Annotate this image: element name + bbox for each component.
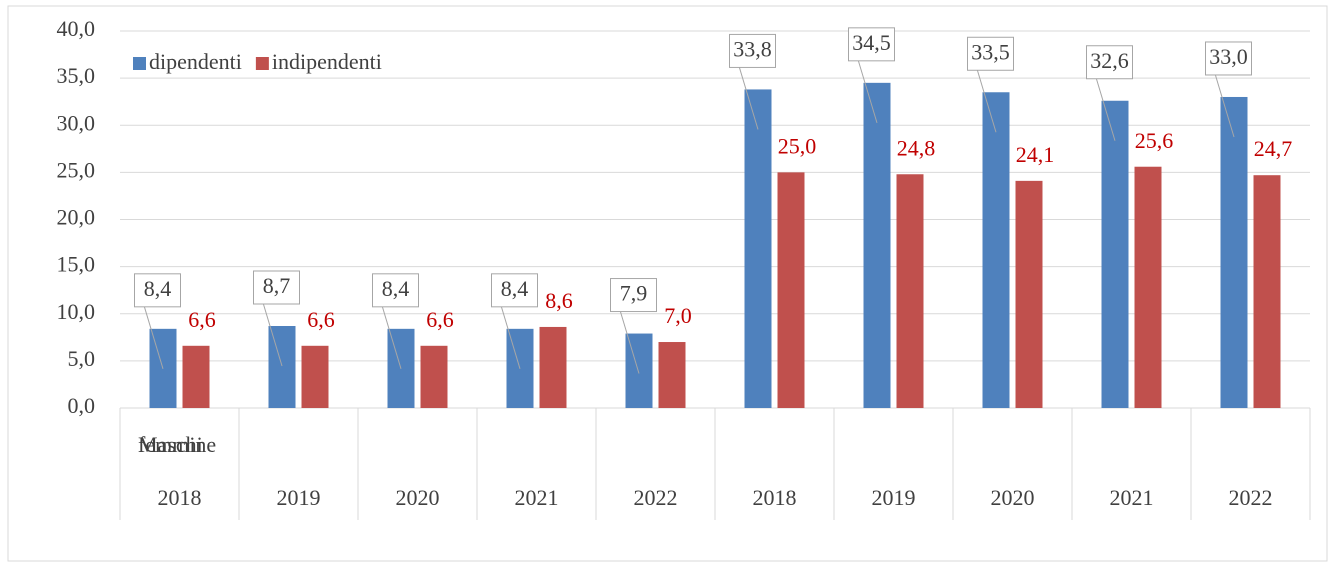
legend-label: dipendenti bbox=[149, 49, 242, 74]
bar bbox=[777, 172, 805, 408]
data-label: 6,6 bbox=[426, 307, 454, 332]
x-tick-label: 2019 bbox=[872, 485, 916, 510]
data-label: 25,6 bbox=[1135, 128, 1174, 153]
data-label-box bbox=[1205, 41, 1252, 76]
group-label: Maschi bbox=[138, 432, 203, 457]
data-label: 24,7 bbox=[1254, 136, 1293, 161]
bar bbox=[1015, 180, 1043, 408]
x-tick-label: 2021 bbox=[1110, 485, 1154, 510]
data-label: 8,4 bbox=[501, 276, 529, 301]
y-tick-label: 30,0 bbox=[57, 110, 96, 135]
chart-border bbox=[7, 5, 1328, 562]
data-label-box bbox=[134, 273, 181, 308]
bar bbox=[539, 326, 567, 408]
x-tick-label: 2021 bbox=[515, 485, 559, 510]
y-tick-label: 20,0 bbox=[57, 205, 96, 230]
bar bbox=[896, 174, 924, 408]
data-label: 25,0 bbox=[778, 133, 817, 158]
bar bbox=[982, 92, 1010, 408]
data-label-box bbox=[372, 273, 419, 308]
data-label: 6,6 bbox=[188, 307, 216, 332]
data-label: 8,6 bbox=[545, 288, 573, 313]
y-tick-label: 25,0 bbox=[57, 157, 96, 182]
bar bbox=[744, 89, 772, 408]
bar bbox=[268, 326, 296, 408]
y-tick-label: 40,0 bbox=[57, 16, 96, 41]
data-label: 33,8 bbox=[733, 36, 772, 61]
bar bbox=[658, 342, 686, 408]
data-label-box bbox=[729, 33, 776, 68]
x-tick-label: 2018 bbox=[753, 485, 797, 510]
bar bbox=[863, 82, 891, 409]
legend-swatch bbox=[255, 57, 269, 70]
data-label: 34,5 bbox=[852, 30, 891, 55]
bar bbox=[1253, 175, 1281, 408]
bar bbox=[420, 345, 448, 408]
legend-swatch bbox=[133, 57, 146, 70]
bar bbox=[182, 345, 210, 408]
y-tick-label: 15,0 bbox=[57, 252, 96, 277]
data-label: 8,4 bbox=[382, 276, 410, 301]
x-tick-label: 2018 bbox=[158, 485, 202, 510]
data-label: 7,0 bbox=[664, 303, 692, 328]
data-label-box bbox=[491, 273, 538, 308]
data-label-box bbox=[253, 270, 300, 305]
y-tick-label: 10,0 bbox=[57, 299, 96, 324]
data-label: 8,4 bbox=[144, 276, 172, 301]
x-tick-label: 2020 bbox=[396, 485, 440, 510]
x-tick-label: 2022 bbox=[1229, 485, 1273, 510]
x-tick-label: 2022 bbox=[634, 485, 678, 510]
data-label: 7,9 bbox=[620, 281, 648, 306]
x-tick-label: 2019 bbox=[277, 485, 321, 510]
y-tick-label: 35,0 bbox=[57, 63, 96, 88]
data-label: 24,8 bbox=[897, 135, 936, 160]
bar bbox=[1101, 100, 1129, 409]
bar bbox=[301, 345, 329, 408]
bar bbox=[1134, 166, 1162, 408]
data-label-box bbox=[610, 278, 657, 313]
data-label-box bbox=[967, 36, 1014, 71]
x-tick-label: 2020 bbox=[991, 485, 1035, 510]
data-label: 8,7 bbox=[263, 273, 291, 298]
y-tick-label: 0,0 bbox=[68, 393, 96, 418]
bar bbox=[1220, 96, 1248, 408]
data-label: 33,0 bbox=[1209, 44, 1248, 69]
legend-label: indipendenti bbox=[272, 49, 382, 74]
group-label: femmine bbox=[138, 432, 216, 457]
data-label: 6,6 bbox=[307, 307, 335, 332]
bar bbox=[625, 333, 653, 408]
data-label: 24,1 bbox=[1016, 142, 1055, 167]
y-tick-label: 5,0 bbox=[68, 346, 96, 371]
data-label-box bbox=[848, 27, 895, 62]
data-label: 33,5 bbox=[971, 39, 1010, 64]
data-label: 32,6 bbox=[1090, 48, 1129, 73]
data-label-box bbox=[1086, 45, 1133, 80]
